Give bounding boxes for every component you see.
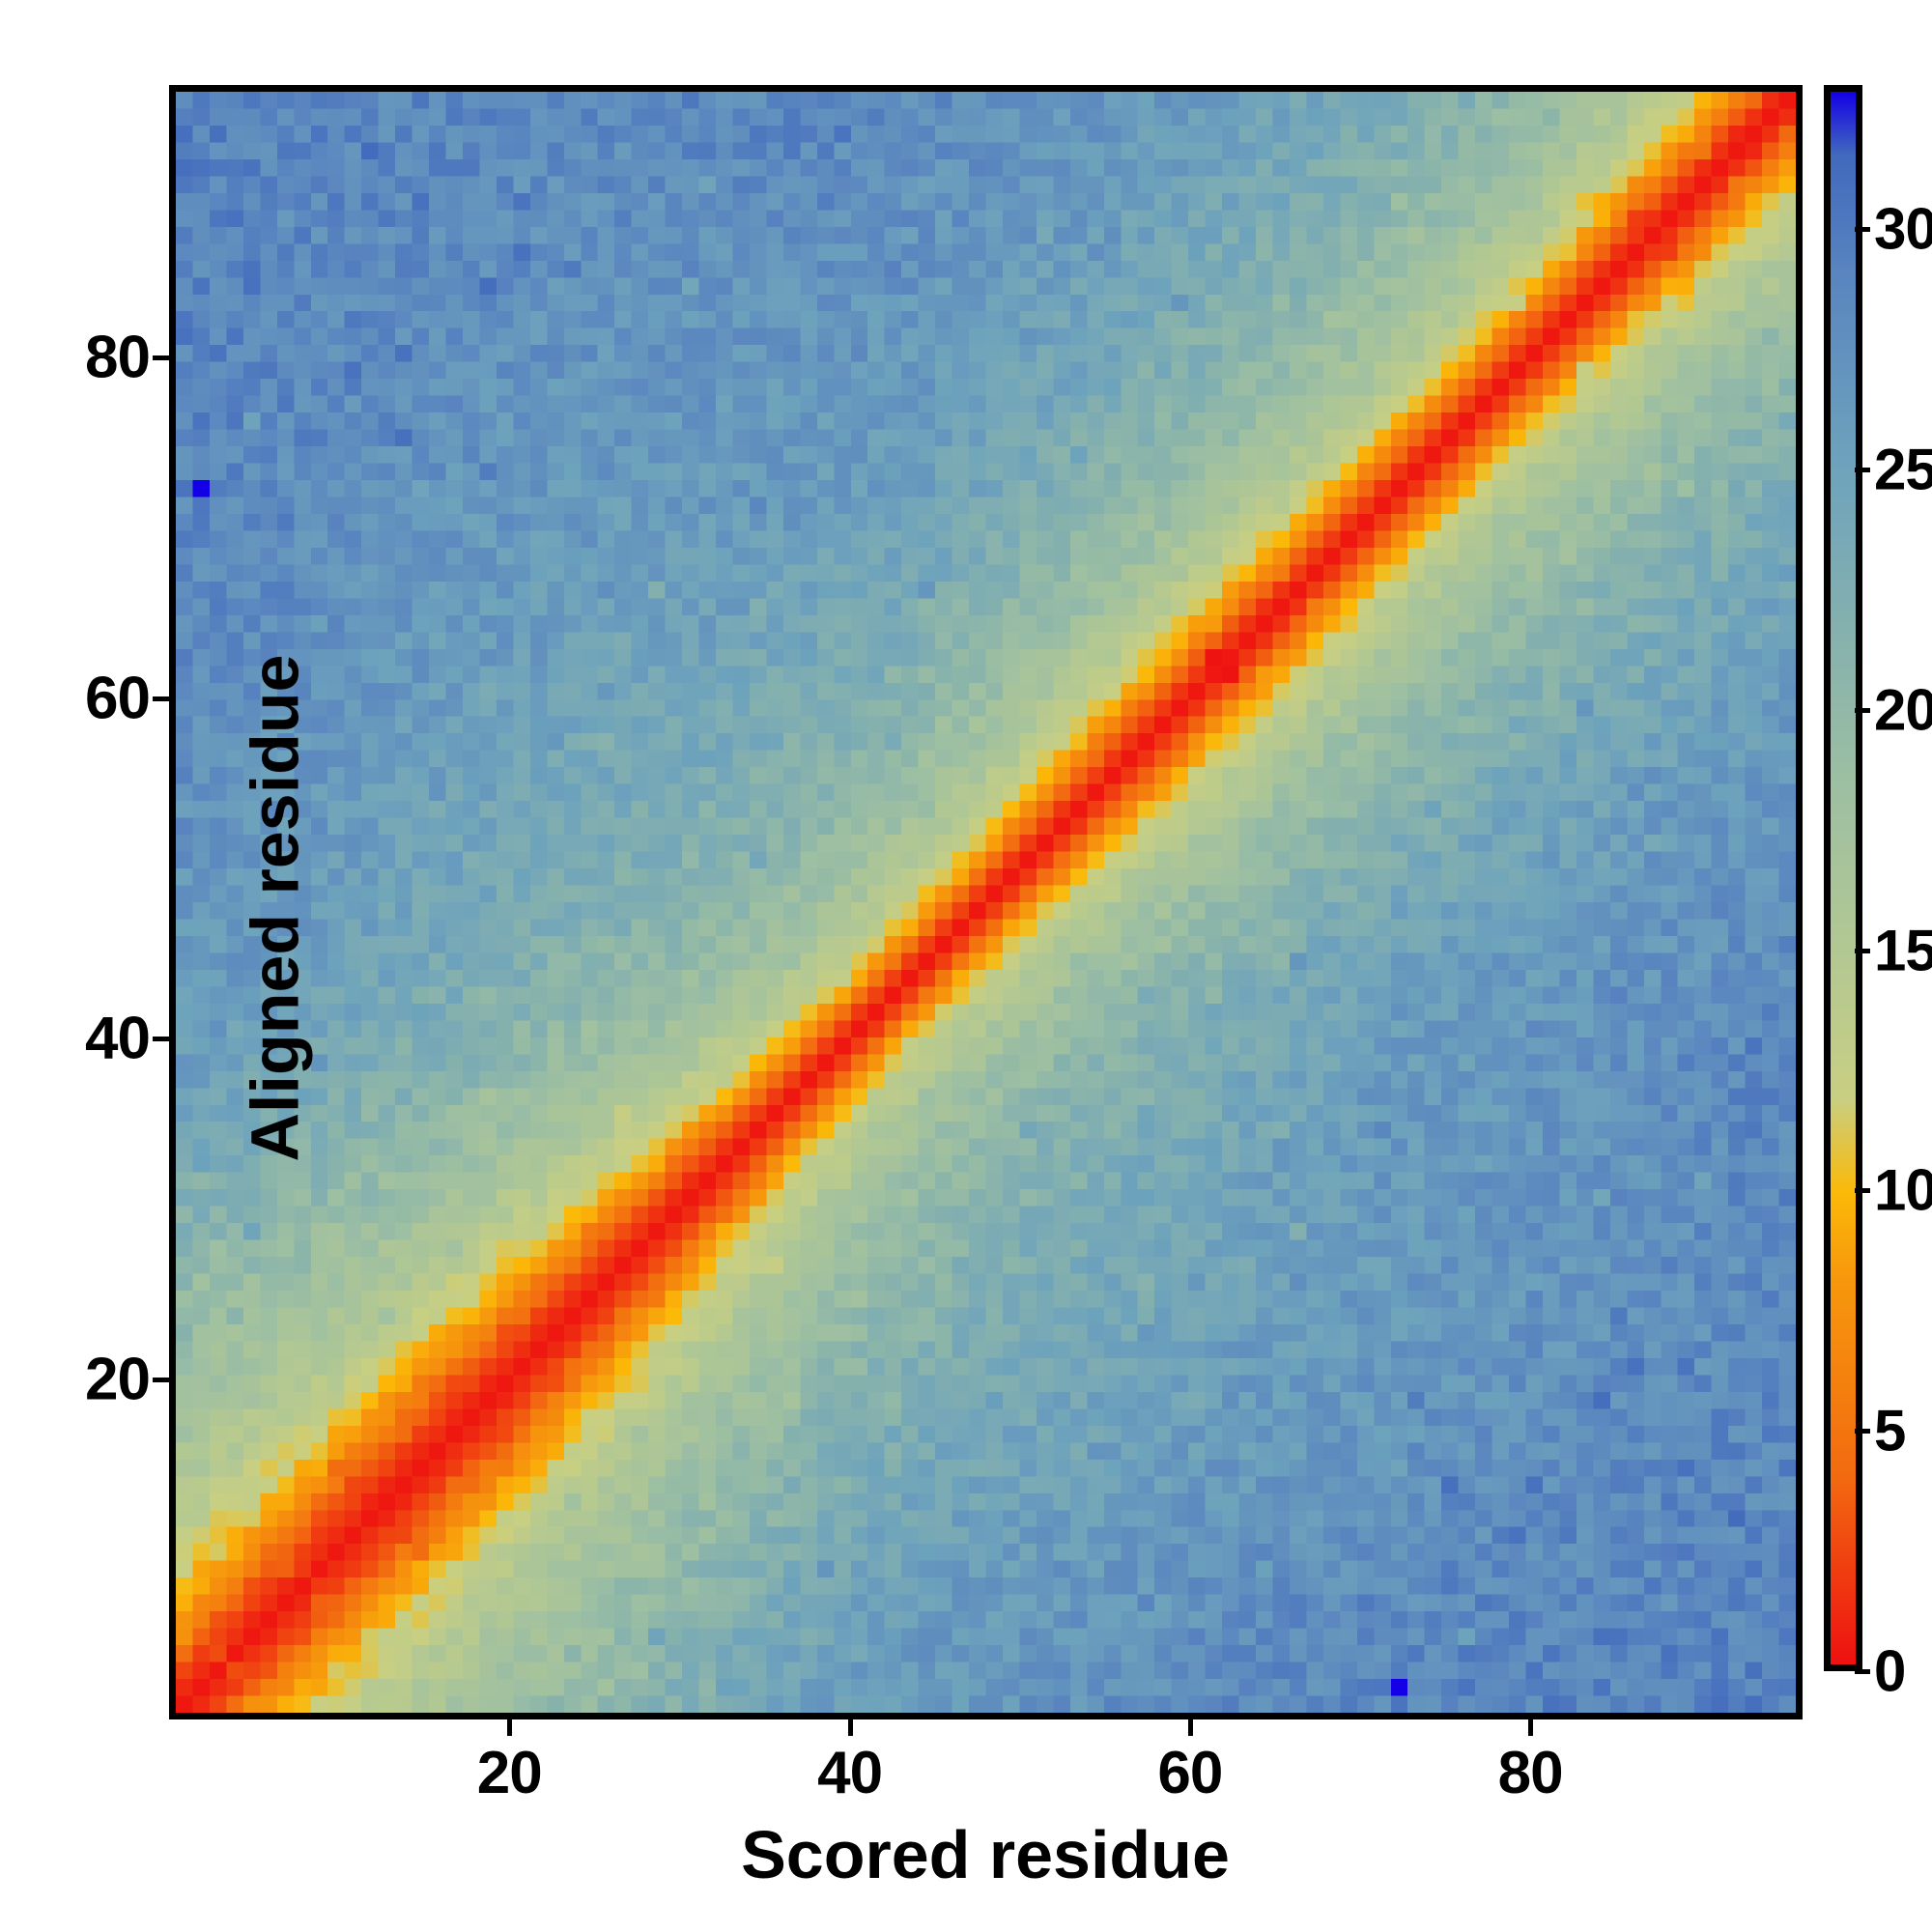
colorbar-tick-label-30: 30 — [1874, 196, 1932, 262]
colorbar-gradient — [1831, 92, 1856, 1664]
colorbar-tick-0 — [1855, 1669, 1870, 1674]
colorbar-tick-20 — [1855, 707, 1870, 713]
heatmap-canvas — [176, 92, 1796, 1713]
y-tick-label-20: 20 — [85, 1346, 151, 1412]
y-axis-title: Aligned residue — [237, 654, 313, 1162]
y-tick-label-80: 80 — [85, 324, 151, 391]
colorbar — [1824, 85, 1862, 1671]
x-tick-label-40: 40 — [817, 1740, 883, 1806]
x-tick-label-60: 60 — [1157, 1740, 1223, 1806]
colorbar-tick-label-15: 15 — [1874, 918, 1932, 983]
y-tick-80 — [153, 355, 169, 360]
colorbar-tick-15 — [1855, 948, 1870, 953]
x-tick-80 — [1528, 1719, 1534, 1736]
colorbar-tick-25 — [1855, 468, 1870, 473]
y-tick-label-60: 60 — [85, 665, 151, 731]
x-axis-title: Scored residue — [741, 1817, 1230, 1892]
colorbar-tick-30 — [1855, 227, 1870, 233]
heatmap-plot-area — [169, 85, 1803, 1719]
colorbar-tick-10 — [1855, 1188, 1870, 1194]
colorbar-tick-label-10: 10 — [1874, 1157, 1932, 1223]
y-tick-40 — [153, 1037, 169, 1041]
y-tick-label-40: 40 — [85, 1005, 151, 1072]
colorbar-tick-label-5: 5 — [1874, 1398, 1906, 1463]
x-tick-60 — [1187, 1719, 1193, 1736]
x-tick-label-80: 80 — [1497, 1740, 1564, 1806]
colorbar-tick-label-0: 0 — [1874, 1638, 1906, 1704]
colorbar-frame — [1824, 85, 1862, 1671]
x-tick-40 — [847, 1719, 853, 1736]
y-tick-20 — [153, 1377, 169, 1382]
y-tick-60 — [153, 696, 169, 701]
colorbar-tick-label-25: 25 — [1874, 437, 1932, 502]
colorbar-tick-label-20: 20 — [1874, 677, 1932, 743]
x-tick-label-20: 20 — [476, 1740, 543, 1806]
colorbar-tick-5 — [1855, 1429, 1870, 1435]
x-tick-20 — [507, 1719, 513, 1736]
